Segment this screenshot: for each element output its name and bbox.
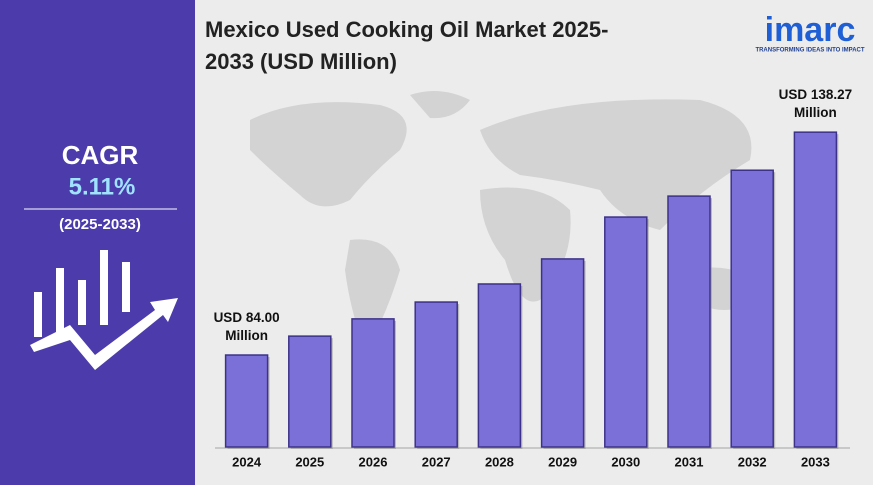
x-tick-label: 2033 <box>801 454 830 469</box>
bar <box>288 335 332 448</box>
x-tick-label: 2027 <box>422 454 451 469</box>
bar <box>604 216 648 448</box>
sidebar <box>0 0 195 485</box>
bar <box>793 131 838 448</box>
bar <box>667 195 711 448</box>
cagr-label: CAGR <box>62 140 139 170</box>
cagr-value: 5.11% <box>69 173 136 200</box>
x-tick-label: 2025 <box>295 454 324 469</box>
value-label: USD 138.27 Million <box>778 87 853 121</box>
x-tick-label: 2026 <box>359 454 388 469</box>
x-tick-label: 2028 <box>485 454 514 469</box>
bar <box>540 258 585 448</box>
bar <box>414 301 458 448</box>
x-tick-label: 2029 <box>548 454 577 469</box>
chart-title: Mexico Used Cooking Oil Market 2025-2033… <box>205 17 609 74</box>
growth-icon <box>30 250 178 370</box>
x-tick-label: 2024 <box>232 454 262 469</box>
cagr-period: (2025-2033) <box>59 216 141 233</box>
bar <box>351 318 395 448</box>
x-tick-label: 2032 <box>738 454 767 469</box>
logo-tagline: TRANSFORMING IDEAS INTO IMPACT <box>755 48 864 54</box>
logo: imarc <box>765 11 856 49</box>
value-label: USD 84.00 Million <box>213 310 280 344</box>
bar <box>477 283 522 448</box>
x-tick-label: 2030 <box>611 454 640 469</box>
x-tick-label: 2031 <box>675 454 704 469</box>
bar <box>224 354 269 448</box>
bar <box>730 169 774 448</box>
